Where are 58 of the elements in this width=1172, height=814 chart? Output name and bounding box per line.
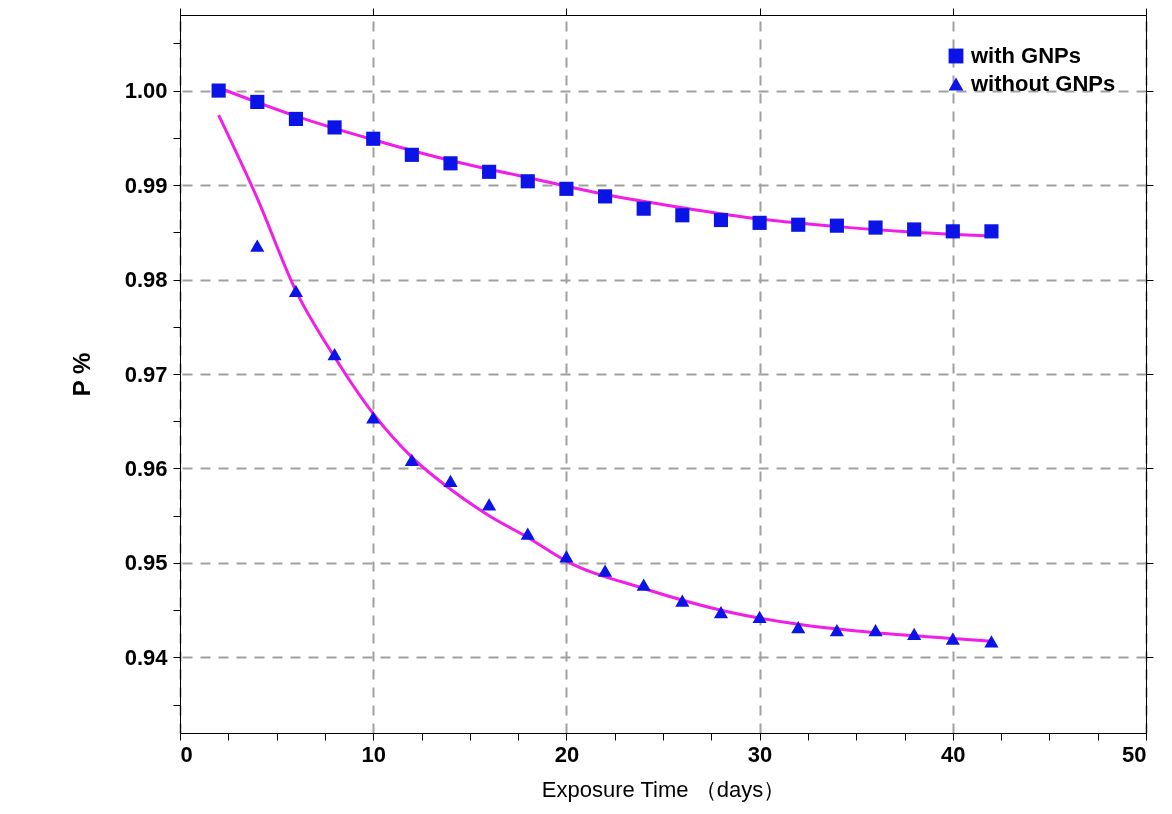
y-tick-label: 0.99 [124,172,168,198]
point [482,498,497,511]
point [675,594,690,607]
point [829,218,844,233]
point [984,635,999,648]
point [907,627,922,640]
point [366,411,381,424]
point [675,208,690,223]
point [945,224,960,239]
point [520,527,535,540]
point [791,621,806,634]
point [250,239,265,252]
point [327,348,342,361]
point [713,605,729,619]
x-tick-label: 50 [1122,741,1147,767]
point [752,215,767,230]
point [868,623,883,637]
x-tick-label: 0 [180,741,193,767]
x-axis-title: Exposure Time （days） [541,776,786,802]
point [597,189,613,204]
y-tick-label: 0.98 [124,267,168,293]
y-tick-label: 0.94 [124,644,169,670]
legend-label: without GNPs [970,71,1116,96]
point [791,217,806,232]
point [752,610,767,623]
point [713,212,729,228]
x-tick-label: 20 [554,741,580,767]
point [636,578,651,591]
point [636,201,651,216]
point [868,220,883,235]
x-tick-label: 30 [747,741,773,767]
point [366,131,381,146]
point [829,623,844,637]
point [404,147,419,162]
point [404,453,419,467]
point [443,156,458,171]
point [250,94,265,109]
y-tick-label: 0.97 [124,361,168,387]
point [559,181,574,196]
point [520,174,535,189]
point [945,632,960,645]
point [482,164,497,179]
point [597,564,613,577]
point [327,120,342,135]
y-tick-label: 0.96 [124,455,168,481]
y-tick-label: 1.00 [124,78,168,104]
point [443,474,458,487]
y-axis-title: P % [67,352,95,397]
point [559,550,574,563]
point [211,83,226,98]
x-tick-label: 10 [361,741,386,767]
point [288,284,303,297]
point [907,222,922,237]
point [288,111,303,126]
y-tick-label: 0.95 [124,550,168,576]
legend-label: with GNPs [970,43,1082,68]
x-tick-label: 40 [941,741,966,767]
point [984,224,999,239]
